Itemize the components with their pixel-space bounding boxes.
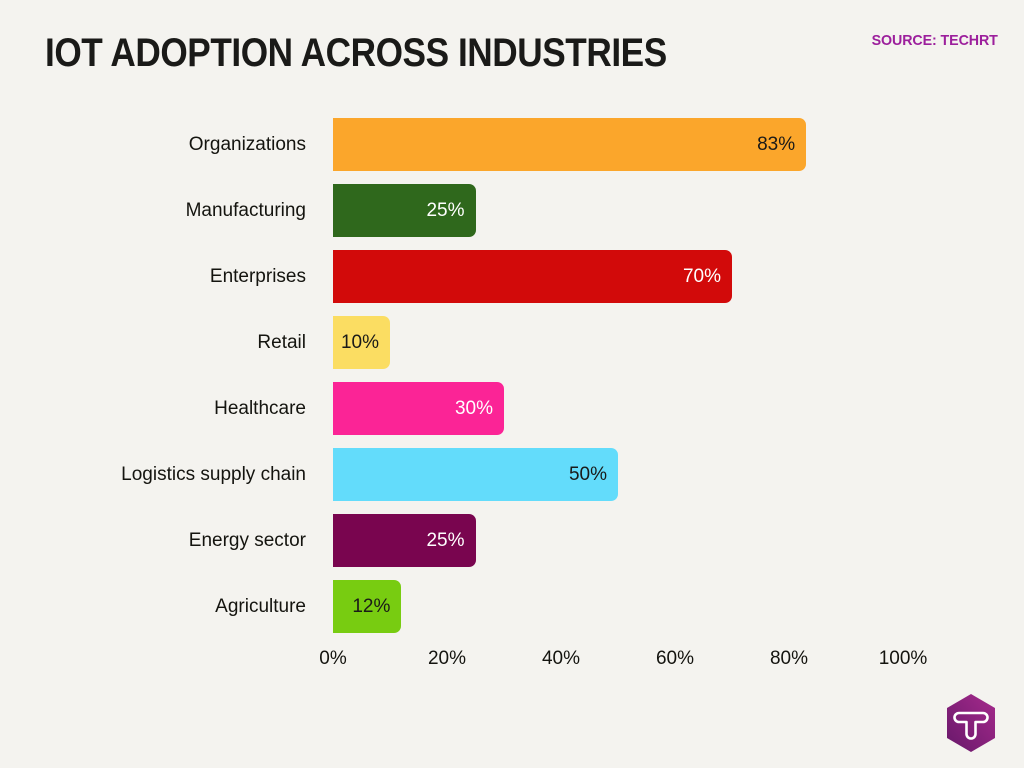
x-axis-tick-label: 60% [655, 648, 695, 669]
bar-row: Retail 10% [0, 316, 1024, 369]
page-title: IOT ADOPTION ACROSS INDUSTRIES [45, 31, 667, 75]
bar-track: 70% [333, 250, 903, 303]
bar-fill[interactable]: 50% [333, 448, 618, 501]
bar-track: 25% [333, 514, 903, 567]
bar-track: 83% [333, 118, 903, 171]
bar-category-label: Manufacturing [185, 200, 306, 221]
bar-track: 10% [333, 316, 903, 369]
bar-track: 25% [333, 184, 903, 237]
x-axis-tick-label: 80% [769, 648, 809, 669]
bar-category-label: Energy sector [188, 530, 306, 551]
x-axis-tick-label: 0% [319, 648, 347, 669]
bar-value-label: 25% [426, 530, 465, 551]
x-axis: 0% 20% 40% 60% 80% 100% [0, 648, 1024, 676]
bar-value-label: 70% [682, 266, 721, 287]
bar-fill[interactable]: 10% [333, 316, 390, 369]
bar-fill[interactable]: 25% [333, 514, 476, 567]
bar-category-label: Retail [257, 332, 306, 353]
bar-fill[interactable]: 30% [333, 382, 504, 435]
bar-row: Agriculture 12% [0, 580, 1024, 633]
x-axis-tick-label: 40% [541, 648, 581, 669]
bar-row: Organizations 83% [0, 118, 1024, 171]
bar-track: 50% [333, 448, 903, 501]
bar-value-label: 10% [340, 332, 379, 353]
bar-row: Healthcare 30% [0, 382, 1024, 435]
bar-value-label: 12% [352, 596, 391, 617]
bar-category-label: Healthcare [214, 398, 306, 419]
bar-row: Energy sector 25% [0, 514, 1024, 567]
bar-category-label: Enterprises [209, 266, 306, 287]
bar-value-label: 50% [568, 464, 607, 485]
bar-category-label: Agriculture [215, 596, 306, 617]
x-axis-tick-label: 20% [427, 648, 467, 669]
bar-fill[interactable]: 70% [333, 250, 732, 303]
bar-fill[interactable]: 12% [333, 580, 402, 633]
bar-category-label: Logistics supply chain [121, 464, 306, 485]
bar-row: Manufacturing 25% [0, 184, 1024, 237]
bar-chart-plot-area: Organizations 83% Manufacturing 25% Enterpri… [0, 118, 1024, 648]
bar-value-label: 30% [454, 398, 493, 419]
bar-track: 30% [333, 382, 903, 435]
bar-row: Enterprises 70% [0, 250, 1024, 303]
x-axis-tick-label: 100% [878, 648, 928, 669]
bar-value-label: 25% [426, 200, 465, 221]
techrt-hexagon-t-logo-icon [940, 692, 1002, 754]
bar-category-label: Organizations [188, 134, 306, 155]
source-label: SOURCE: TECHRT [871, 32, 998, 49]
bar-value-label: 83% [757, 134, 796, 155]
bar-row: Logistics supply chain 50% [0, 448, 1024, 501]
bar-track: 12% [333, 580, 903, 633]
bar-fill[interactable]: 25% [333, 184, 476, 237]
bar-fill[interactable]: 83% [333, 118, 807, 171]
